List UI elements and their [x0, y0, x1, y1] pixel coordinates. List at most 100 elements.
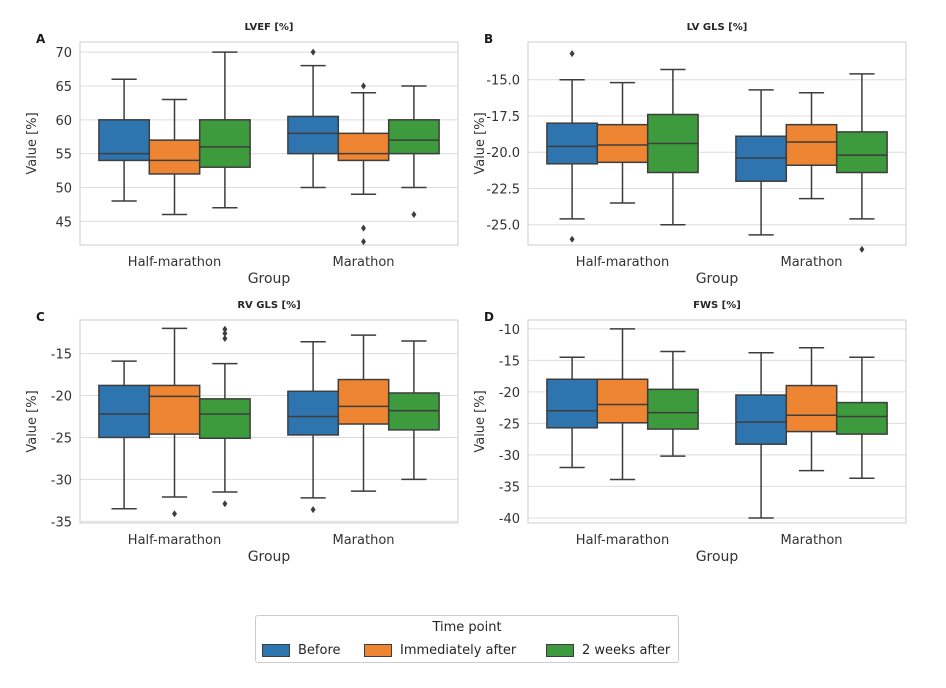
iqr-box	[546, 378, 599, 429]
iqr-box	[835, 131, 888, 174]
legend: Time point Before Immediately after 2 we…	[255, 615, 679, 663]
panel-d-xlabel: Group	[696, 549, 739, 565]
panel-d-ytick-label: -10	[499, 323, 520, 338]
legend-title: Time point	[432, 620, 502, 635]
outlier-point	[222, 334, 228, 342]
panel-c-xtick-label-half-marathon: Half-marathon	[128, 533, 221, 548]
legend-entry-immediately-after: Immediately after	[364, 642, 516, 658]
panel-d-box-2-weeks-after-marathon	[835, 356, 888, 479]
panel-a-ytick-label: 55	[55, 148, 72, 163]
panel-d-title: FWS [%]	[693, 300, 741, 311]
outlier-point	[222, 329, 228, 337]
panel-c-box-before-marathon	[287, 341, 340, 514]
panel-d-ylabel: Value [%]	[473, 390, 488, 452]
panel-d-ytick-label: -25	[499, 417, 520, 432]
panel-c-ytick-label: -20	[51, 389, 72, 404]
outlier-point	[569, 235, 575, 243]
panel-c-box-2-weeks-after-marathon	[387, 340, 440, 481]
iqr-box	[785, 384, 838, 433]
panel-d-box-immediately-after-half-marathon	[596, 328, 649, 481]
panel-b-letter: B	[484, 32, 493, 46]
iqr-box	[287, 390, 340, 436]
panel-d-letter: D	[484, 310, 494, 324]
panel-a-box-2-weeks-after-marathon	[387, 85, 440, 219]
iqr-box	[596, 123, 649, 164]
panel-d-xtick-label-marathon: Marathon	[780, 533, 842, 548]
outlier-point	[172, 510, 177, 518]
panel-b-box-before-half-marathon	[546, 50, 599, 243]
panel-a-box-before-marathon	[287, 48, 340, 189]
panel-a-xlabel: Group	[248, 271, 291, 287]
panel-a-ytick-label: 50	[55, 181, 72, 196]
panel-c-title: RV GLS [%]	[237, 300, 300, 311]
panel-c-ytick-label: -35	[51, 515, 72, 530]
iqr-box	[387, 119, 440, 155]
panel-c-ytick-label: -25	[51, 431, 72, 446]
panel-a-box-immediately-after-half-marathon	[148, 98, 201, 216]
legend-swatch-immediately-after	[364, 643, 392, 657]
panel-d-ytick-label: -20	[499, 386, 520, 401]
panel-b-ylabel: Value [%]	[473, 112, 488, 174]
panel-a-ytick-label: 70	[55, 46, 72, 61]
outlier-point	[222, 500, 228, 508]
panel-b-box-2-weeks-after-half-marathon	[646, 68, 699, 226]
panel-b-box-immediately-after-half-marathon	[596, 81, 649, 204]
panel-c-box-2-weeks-after-half-marathon	[198, 325, 251, 508]
panel-b-ytick-label: -20.0	[486, 146, 520, 161]
iqr-box	[735, 394, 788, 445]
legend-label-2-weeks-after: 2 weeks after	[582, 642, 671, 658]
panel-d-box-2-weeks-after-half-marathon	[646, 350, 699, 457]
panel-a-xtick-label-half-marathon: Half-marathon	[128, 255, 221, 270]
outlier-point	[361, 82, 366, 90]
panel-b-ytick-label: -22.5	[486, 182, 520, 197]
iqr-box	[596, 378, 649, 424]
panel-a-ytick-label: 45	[55, 215, 72, 230]
panel-b-box-before-marathon	[735, 89, 788, 236]
panel-d-ytick-label: -40	[499, 512, 520, 527]
outlier-point	[859, 245, 865, 253]
outlier-point	[361, 224, 366, 232]
panel-b-ytick-label: -25.0	[486, 219, 520, 234]
panel-c-box-before-half-marathon	[98, 360, 151, 510]
panel-a-box-before-half-marathon	[98, 78, 151, 202]
outlier-point	[411, 211, 417, 219]
panel-a-title: LVEF [%]	[244, 22, 293, 33]
panel-b-xlabel: Group	[696, 271, 739, 287]
legend-entry-2-weeks-after: 2 weeks after	[546, 642, 670, 658]
iqr-box	[287, 115, 340, 155]
panel-a-box-2-weeks-after-half-marathon	[198, 51, 251, 209]
iqr-box	[148, 384, 201, 435]
panel-c-ytick-label: -15	[51, 348, 72, 363]
panel-a-ytick-label: 65	[55, 80, 72, 95]
iqr-box	[148, 139, 201, 175]
panel-b-box-2-weeks-after-marathon	[835, 73, 888, 253]
iqr-box	[98, 384, 151, 439]
panel-b-xtick-label-marathon: Marathon	[780, 255, 842, 270]
outlier-point	[569, 50, 575, 58]
panel-b-xtick-label-half-marathon: Half-marathon	[576, 255, 669, 270]
iqr-box	[337, 132, 390, 162]
panel-c-ylabel: Value [%]	[25, 390, 40, 452]
outlier-point	[222, 325, 228, 333]
iqr-box	[198, 119, 251, 168]
panel-c-box-immediately-after-marathon	[337, 334, 390, 492]
legend-swatch-2-weeks-after	[546, 643, 574, 657]
panel-c-letter: C	[36, 310, 45, 324]
outlier-point	[361, 238, 366, 246]
panel-c-ytick-label: -30	[51, 473, 72, 488]
panel-d-box-before-half-marathon	[546, 356, 599, 469]
panel-d-ytick-label: -35	[499, 480, 520, 495]
panel-b-ytick-label: -17.5	[486, 110, 520, 125]
iqr-box	[546, 122, 599, 165]
panel-a-xtick-label-marathon: Marathon	[332, 255, 394, 270]
panel-b-ytick-label: -15.0	[486, 74, 520, 89]
legend-swatch-before	[262, 643, 290, 657]
panel-c-xtick-label-marathon: Marathon	[332, 533, 394, 548]
panel-d-ytick-label: -30	[499, 449, 520, 464]
panel-a-letter: A	[36, 32, 46, 46]
panel-d-box-immediately-after-marathon	[785, 346, 838, 472]
iqr-box	[646, 388, 699, 430]
iqr-box	[835, 401, 888, 435]
legend-label-before: Before	[298, 642, 341, 658]
